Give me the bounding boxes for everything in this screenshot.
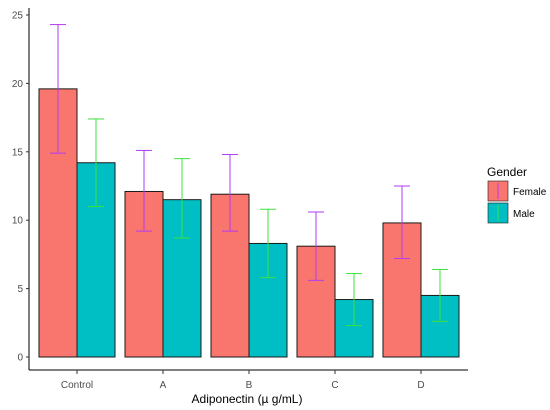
y-tick-label: 20 <box>12 79 24 90</box>
y-tick-label: 5 <box>17 284 23 295</box>
plot-panel <box>38 24 460 358</box>
x-tick-label: B <box>246 380 253 391</box>
y-tick-label: 0 <box>17 353 23 364</box>
y-tick-label: 10 <box>12 216 24 227</box>
legend: Gender Female Male <box>487 165 547 224</box>
y-tick-label: 25 <box>12 11 24 22</box>
x-tick-label: C <box>331 380 338 391</box>
x-tick-label: D <box>417 380 424 391</box>
legend-title: Gender <box>487 165 527 179</box>
x-tick-label: A <box>160 380 167 391</box>
legend-label-female: Female <box>513 187 547 198</box>
x-axis-title: Adiponectin (µ g/mL) <box>192 392 303 406</box>
y-tick-label: 15 <box>12 147 24 158</box>
axes: 0 5 10 15 20 25 Control A B C D <box>12 8 468 391</box>
legend-label-male: Male <box>513 209 535 220</box>
x-tick-label: Control <box>61 380 93 391</box>
